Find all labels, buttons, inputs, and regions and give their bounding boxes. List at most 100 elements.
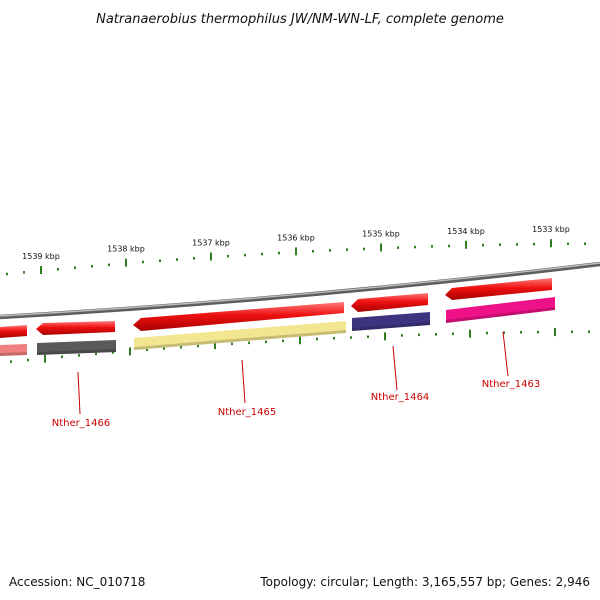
kbp-label: 1534 kbp bbox=[447, 227, 485, 236]
gene-shade bbox=[134, 330, 346, 350]
inner-minor-tick bbox=[452, 332, 454, 336]
minor-tick bbox=[108, 263, 110, 267]
major-tick bbox=[295, 247, 297, 256]
backbone-highlight bbox=[0, 262, 600, 317]
minor-tick bbox=[516, 243, 518, 246]
gene-shade bbox=[446, 307, 555, 323]
inner-minor-tick bbox=[435, 333, 437, 336]
minor-tick bbox=[193, 257, 195, 260]
label-leader-line bbox=[392, 345, 398, 391]
gene-label-nther-1465[interactable]: Nther_1465 bbox=[218, 407, 276, 418]
minor-tick bbox=[278, 251, 280, 255]
inner-minor-tick bbox=[588, 330, 590, 333]
cds-arrow[interactable] bbox=[36, 321, 115, 335]
minor-tick bbox=[57, 268, 59, 271]
inner-major-tick bbox=[44, 354, 46, 363]
inner-minor-tick bbox=[78, 354, 80, 357]
gene-shade bbox=[352, 322, 430, 331]
inner-minor-tick bbox=[503, 331, 505, 334]
minor-tick bbox=[567, 242, 569, 245]
minor-tick bbox=[6, 272, 8, 276]
inner-minor-tick bbox=[248, 341, 250, 345]
inner-minor-tick bbox=[486, 331, 488, 335]
inner-major-tick bbox=[554, 328, 556, 337]
minor-tick bbox=[329, 249, 331, 252]
inner-minor-tick bbox=[95, 352, 97, 356]
label-leader-line bbox=[502, 331, 509, 377]
kbp-label: 1535 kbp bbox=[362, 230, 400, 239]
inner-minor-tick bbox=[571, 330, 573, 333]
major-tick bbox=[210, 252, 212, 261]
inner-minor-tick bbox=[282, 339, 284, 343]
inner-minor-tick bbox=[350, 336, 352, 339]
minor-tick bbox=[176, 258, 178, 261]
major-tick bbox=[125, 258, 127, 267]
minor-tick bbox=[261, 252, 263, 256]
inner-major-tick bbox=[384, 332, 386, 341]
gene-block-nther-1465[interactable] bbox=[134, 321, 346, 350]
major-tick bbox=[380, 243, 382, 252]
gene-shade bbox=[0, 352, 27, 356]
inner-major-tick bbox=[299, 336, 301, 345]
minor-tick bbox=[431, 245, 433, 248]
minor-tick bbox=[499, 243, 501, 246]
inner-minor-tick bbox=[163, 347, 165, 350]
inner-minor-tick bbox=[520, 331, 522, 334]
gene-label-nther-1466[interactable]: Nther_1466 bbox=[52, 418, 110, 429]
gene-label-nther-1463[interactable]: Nther_1463 bbox=[482, 379, 540, 390]
inner-major-tick bbox=[129, 347, 131, 356]
minor-tick bbox=[159, 259, 161, 262]
accession-text: Accession: NC_010718 bbox=[9, 575, 145, 589]
inner-minor-tick bbox=[418, 333, 420, 337]
cds-arrow[interactable] bbox=[351, 293, 428, 312]
map-title: Natranaerobius thermophilus JW/NM-WN-LF,… bbox=[96, 12, 504, 27]
inner-minor-tick bbox=[10, 360, 12, 363]
inner-minor-tick bbox=[112, 351, 114, 354]
minor-tick bbox=[312, 250, 314, 253]
inner-minor-tick bbox=[61, 355, 63, 359]
cds-arrow[interactable] bbox=[133, 302, 344, 331]
inner-minor-tick bbox=[27, 358, 29, 362]
minor-tick bbox=[142, 260, 144, 264]
minor-tick bbox=[363, 247, 365, 251]
inner-minor-tick bbox=[316, 337, 318, 341]
genome-backbone bbox=[0, 261, 600, 320]
gene-block-nther-1463[interactable] bbox=[446, 297, 555, 323]
inner-minor-tick bbox=[197, 344, 199, 348]
gene-label-nther-1464[interactable]: Nther_1464 bbox=[371, 392, 429, 403]
genome-summary-text: Topology: circular; Length: 3,165,557 bp… bbox=[259, 575, 590, 589]
label-leader-line bbox=[241, 359, 246, 404]
inner-minor-tick bbox=[146, 348, 148, 351]
kbp-label: 1539 kbp bbox=[22, 252, 60, 261]
minor-tick bbox=[91, 265, 93, 268]
kbp-label: 1537 kbp bbox=[192, 239, 230, 248]
gene-block-nther-1466[interactable] bbox=[37, 340, 116, 355]
cds-arrow[interactable] bbox=[0, 325, 27, 338]
inner-minor-tick bbox=[401, 334, 403, 337]
minor-tick bbox=[448, 244, 450, 248]
minor-tick bbox=[584, 242, 586, 245]
major-tick bbox=[465, 240, 467, 249]
inner-minor-tick bbox=[367, 335, 369, 338]
major-tick bbox=[40, 266, 42, 274]
inner-minor-tick bbox=[180, 346, 182, 349]
inner-major-tick bbox=[469, 329, 471, 338]
gene-shade bbox=[37, 349, 116, 355]
minor-tick bbox=[23, 271, 25, 274]
inner-minor-tick bbox=[231, 342, 233, 346]
minor-tick bbox=[227, 254, 229, 258]
minor-tick bbox=[346, 248, 348, 251]
cds-arrow[interactable] bbox=[445, 278, 552, 300]
kbp-ruler: 1539 kbp 1538 kbp 1537 kbp 1536 kbp 1535 kbp… bbox=[6, 225, 590, 363]
gene-block-nther-1464[interactable] bbox=[352, 312, 430, 331]
gene-block-edge[interactable] bbox=[0, 344, 27, 356]
gene-track bbox=[0, 297, 555, 356]
minor-tick bbox=[482, 243, 484, 247]
minor-tick bbox=[244, 253, 246, 257]
minor-tick bbox=[397, 246, 399, 249]
minor-tick bbox=[533, 242, 535, 246]
inner-minor-tick bbox=[265, 340, 267, 344]
minor-tick bbox=[74, 266, 76, 269]
major-tick bbox=[550, 239, 552, 248]
